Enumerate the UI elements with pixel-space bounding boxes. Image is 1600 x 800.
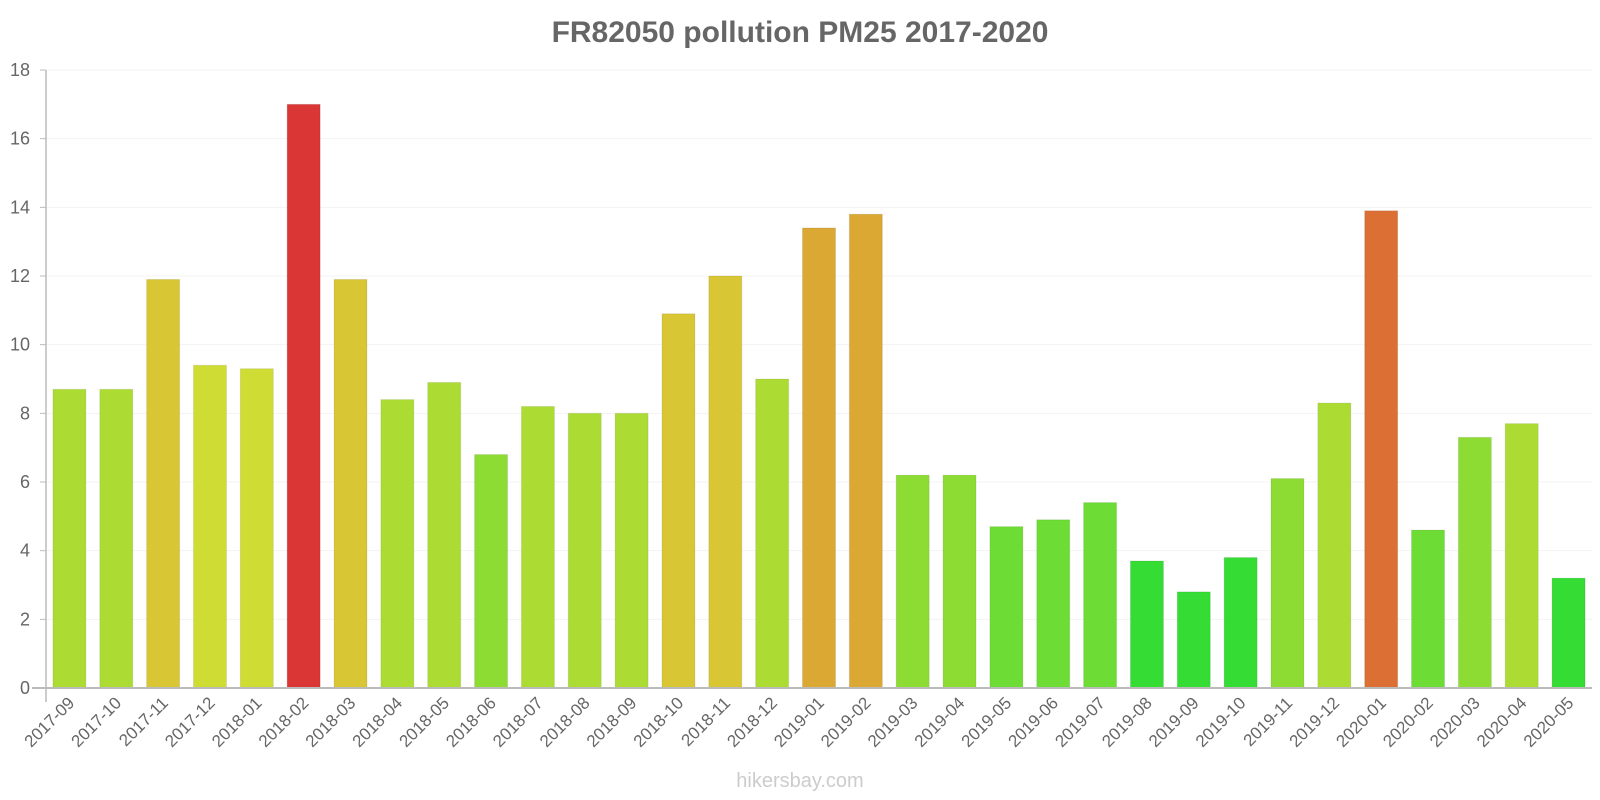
x-tick-label: 2018-06 — [442, 693, 500, 751]
x-tick-label: 2019-10 — [1192, 693, 1250, 751]
x-tick-label: 2017-09 — [21, 693, 79, 751]
bar-2018-10[interactable]: 2018-10: 10.9 — [661, 313, 696, 689]
bar-2018-04[interactable]: 2018-04: 8.4 — [380, 399, 415, 689]
x-tick-label: 2019-03 — [864, 693, 922, 751]
bar-2019-10[interactable]: 2019-10: 3.8 — [1223, 557, 1258, 689]
bar-2018-03[interactable]: 2018-03: 11.9 — [333, 278, 368, 689]
bar-2019-05[interactable]: 2019-05: 4.7 — [989, 526, 1024, 689]
y-axis: 0 2 4 6 8 10 12 14 16 18 — [10, 60, 47, 702]
bar-2020-02[interactable]: 2020-02: 4.6 — [1411, 529, 1446, 689]
x-tick-label: 2020-01 — [1332, 693, 1390, 751]
y-tick-label: 18 — [10, 60, 30, 80]
y-tick-label: 12 — [10, 266, 30, 286]
x-tick-label: 2018-03 — [302, 693, 360, 751]
bar-2019-08[interactable]: 2019-08: 3.7 — [1129, 560, 1164, 689]
x-tick-label: 2017-11 — [115, 693, 172, 750]
bar-2019-12[interactable]: 2019-12: 8.3 — [1317, 402, 1352, 689]
x-tick-label: 2020-02 — [1379, 693, 1437, 751]
bar-2019-11[interactable]: 2019-11: 6.1 — [1270, 478, 1305, 689]
bar-2020-04[interactable]: 2020-04: 7.7 — [1504, 423, 1539, 689]
y-tick-label: 16 — [10, 129, 30, 149]
y-tick-label: 6 — [20, 472, 30, 492]
y-tick-label: 8 — [20, 403, 30, 423]
bar-2018-05[interactable]: 2018-05: 8.9 — [427, 381, 462, 689]
bar-2020-05[interactable]: 2020-05: 3.2 — [1551, 577, 1586, 689]
x-tick-label: 2018-11 — [677, 693, 734, 750]
bar-2019-01[interactable]: 2019-01: 13.4 — [802, 227, 836, 689]
watermark: hikersbay.com — [736, 770, 864, 792]
x-tick-label: 2018-02 — [255, 693, 313, 751]
bar-2018-08[interactable]: 2018-08: 8 — [567, 412, 602, 689]
bar-2019-09[interactable]: 2019-09: 2.8 — [1176, 591, 1211, 689]
bar-2017-09[interactable]: 2017-09: 8.7 — [52, 388, 87, 689]
bar-2017-11[interactable]: 2017-11: 11.9 — [146, 278, 181, 689]
bar-2017-12[interactable]: 2017-12: 9.4 — [192, 364, 227, 689]
x-tick-label: 2019-09 — [1145, 693, 1203, 751]
bar-2017-10[interactable]: 2017-10: 8.7 — [99, 388, 134, 689]
x-tick-label: 2019-05 — [958, 693, 1016, 751]
bar-2018-11[interactable]: 2018-11: 12 — [708, 275, 743, 689]
x-tick-label: 2020-03 — [1426, 693, 1484, 751]
bar-2019-02[interactable]: 2019-02: 13.8 — [848, 213, 883, 689]
bar-2018-07[interactable]: 2018-07: 8.2 — [520, 405, 555, 689]
x-tick-label: 2019-07 — [1051, 693, 1109, 751]
x-tick-label: 2018-09 — [583, 693, 641, 751]
x-tick-label: 2019-08 — [1098, 693, 1156, 751]
y-tick-label: 0 — [20, 678, 30, 698]
bar-2019-06[interactable]: 2019-06: 4.9 — [1036, 519, 1071, 689]
x-tick-label: 2020-05 — [1520, 693, 1578, 751]
x-tick-label: 2018-04 — [349, 693, 407, 751]
bar-2019-07[interactable]: 2019-07: 5.4 — [1083, 502, 1118, 689]
x-tick-label: 2018-05 — [395, 693, 453, 751]
bar-2019-04[interactable]: 2019-04: 6.2 — [942, 474, 977, 689]
bar-2018-12[interactable]: 2018-12: 9 — [755, 378, 790, 689]
x-tick-label: 2017-12 — [161, 693, 219, 751]
y-tick-label: 10 — [10, 335, 30, 355]
x-tick-label: 2020-04 — [1473, 693, 1531, 751]
bar-2018-09[interactable]: 2018-09: 8 — [614, 412, 649, 689]
bar-2020-01[interactable]: 2020-01: 13.9 — [1364, 210, 1399, 689]
y-tick-label: 2 — [20, 609, 30, 629]
chart-title: FR82050 pollution PM25 2017-2020 — [551, 16, 1049, 49]
y-tick-label: 14 — [10, 197, 30, 217]
bar-2018-01[interactable]: 2018-01: 9.3 — [239, 368, 274, 689]
x-tick-label: 2019-04 — [911, 693, 969, 751]
bar-2019-03[interactable]: 2019-03: 6.2 — [895, 474, 930, 689]
x-tick-label: 2019-01 — [770, 693, 828, 751]
bar-2018-02[interactable]: 2018-02: 17 — [286, 103, 321, 689]
bar-2018-06[interactable]: 2018-06: 6.8 — [474, 454, 509, 689]
x-axis: 2017-092017-102017-112017-122018-012018-… — [21, 687, 1592, 751]
x-tick-label: 2019-11 — [1240, 693, 1297, 750]
x-tick-label: 2019-12 — [1286, 693, 1344, 751]
x-tick-label: 2019-02 — [817, 693, 875, 751]
y-tick-label: 4 — [20, 541, 30, 561]
x-tick-label: 2018-12 — [723, 693, 781, 751]
x-tick-label: 2017-10 — [68, 693, 126, 751]
x-tick-label: 2018-01 — [208, 693, 266, 751]
bar-2020-03[interactable]: 2020-03: 7.3 — [1457, 436, 1492, 689]
x-tick-label: 2018-07 — [489, 693, 547, 751]
x-tick-label: 2018-10 — [630, 693, 688, 751]
x-tick-label: 2019-06 — [1005, 693, 1063, 751]
bars: 2017-09: 8.7 2017-10: 8.7 2017-11: 11.9 201… — [52, 103, 1586, 689]
x-tick-label: 2018-08 — [536, 693, 594, 751]
